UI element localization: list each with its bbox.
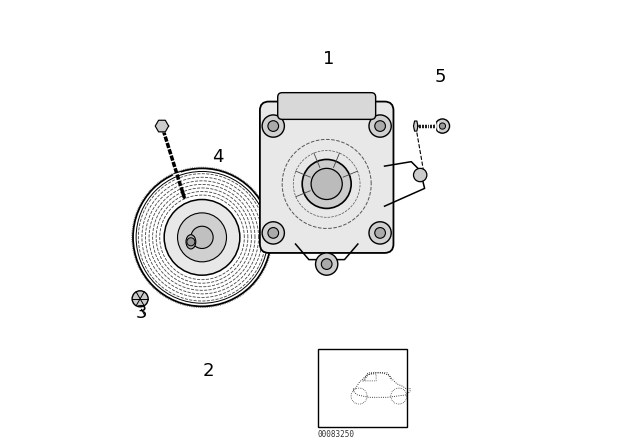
Circle shape xyxy=(413,168,427,182)
Circle shape xyxy=(177,213,227,262)
Text: 4: 4 xyxy=(212,148,223,166)
Polygon shape xyxy=(156,120,168,132)
Circle shape xyxy=(187,238,195,246)
Polygon shape xyxy=(413,121,418,131)
Circle shape xyxy=(316,253,338,275)
Circle shape xyxy=(321,259,332,269)
Text: 1: 1 xyxy=(323,50,335,68)
Circle shape xyxy=(302,159,351,208)
Circle shape xyxy=(375,121,385,131)
Circle shape xyxy=(164,199,240,275)
Circle shape xyxy=(439,123,445,129)
Circle shape xyxy=(262,222,284,244)
Circle shape xyxy=(375,228,385,238)
Circle shape xyxy=(369,222,391,244)
FancyBboxPatch shape xyxy=(278,93,376,119)
Text: 3: 3 xyxy=(136,304,148,322)
Circle shape xyxy=(191,226,213,249)
Ellipse shape xyxy=(186,235,196,249)
Circle shape xyxy=(369,115,391,137)
Text: 00083250: 00083250 xyxy=(318,430,355,439)
Circle shape xyxy=(262,115,284,137)
FancyBboxPatch shape xyxy=(260,102,394,253)
Bar xyxy=(318,349,407,426)
Circle shape xyxy=(311,168,342,199)
Circle shape xyxy=(435,119,449,133)
Circle shape xyxy=(268,228,278,238)
Text: 5: 5 xyxy=(435,68,446,86)
Circle shape xyxy=(132,291,148,307)
Text: 2: 2 xyxy=(203,362,214,380)
Circle shape xyxy=(268,121,278,131)
